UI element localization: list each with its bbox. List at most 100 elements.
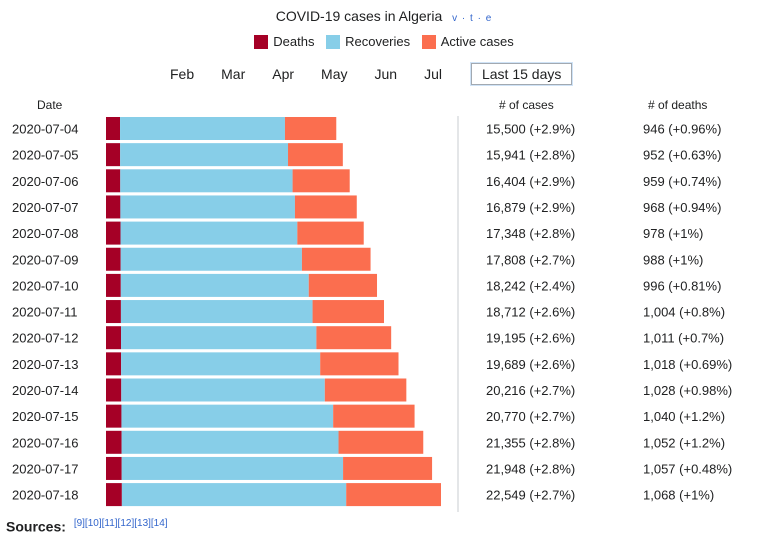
cases-value: 21,948 (+2.8%) [486, 461, 575, 476]
bar-active-cases [333, 404, 415, 428]
bar-recoveries [120, 221, 298, 245]
cases-column-header: # of cases [499, 98, 554, 112]
deaths-value: 1,011 (+0.7%) [643, 331, 724, 346]
date-label: 2020-07-10 [12, 278, 79, 293]
bar-deaths [106, 247, 121, 271]
deaths-value: 1,052 (+1.2%) [643, 435, 725, 450]
cases-value: 15,941 (+2.8%) [486, 148, 575, 163]
deaths-swatch [254, 34, 269, 49]
bar-deaths [106, 326, 122, 350]
bar-recoveries [120, 300, 313, 324]
bar-recoveries [120, 169, 293, 193]
month-selector: Feb Mar Apr May Jun Jul Last 15 days [170, 62, 573, 86]
date-label: 2020-07-17 [12, 461, 79, 476]
bar-recoveries [120, 195, 295, 219]
active-swatch [421, 34, 436, 49]
date-label: 2020-07-07 [12, 200, 79, 215]
bar-active-cases [308, 273, 378, 297]
deaths-value: 968 (+0.94%) [643, 200, 721, 215]
cases-value: 20,770 (+2.7%) [486, 409, 575, 424]
deaths-value: 952 (+0.63%) [643, 148, 721, 163]
bar-active-cases [292, 169, 350, 193]
bar-deaths [106, 404, 122, 428]
legend-deaths-label: Deaths [273, 34, 315, 49]
bar-recoveries [121, 483, 347, 507]
legend-recoveries-label: Recoveries [345, 34, 411, 49]
bar-recoveries [120, 143, 289, 167]
deaths-value: 1,028 (+0.98%) [643, 383, 732, 398]
bar-deaths [106, 352, 122, 376]
cases-value: 18,712 (+2.6%) [486, 305, 575, 320]
month-apr-button[interactable]: Apr [272, 66, 295, 82]
bar-deaths [106, 483, 122, 507]
bar-deaths [106, 378, 122, 402]
deaths-value: 1,004 (+0.8%) [643, 305, 725, 320]
date-label: 2020-07-04 [12, 122, 79, 137]
deaths-value: 996 (+0.81%) [643, 278, 721, 293]
bar-recoveries [121, 456, 344, 480]
bar-deaths [106, 143, 121, 167]
title-text: COVID-19 cases in Algeria [275, 8, 443, 24]
legend: Deaths Recoveries Active cases [0, 34, 768, 52]
legend-recoveries: Recoveries [326, 34, 410, 49]
bar-active-cases [338, 430, 424, 454]
last-15-days-button[interactable]: Last 15 days [470, 63, 573, 85]
date-label: 2020-07-08 [12, 226, 79, 241]
bar-recoveries [121, 430, 339, 454]
date-label: 2020-07-11 [12, 305, 78, 320]
date-label: 2020-07-06 [12, 174, 79, 189]
legend-active-label: Active cases [440, 34, 514, 49]
cases-value: 20,216 (+2.7%) [486, 383, 575, 398]
cases-value: 16,404 (+2.9%) [486, 174, 575, 189]
bar-active-cases [346, 483, 441, 507]
date-label: 2020-07-16 [12, 435, 79, 450]
month-jun-button[interactable]: Jun [374, 66, 398, 82]
date-label: 2020-07-15 [12, 409, 79, 424]
bar-active-cases [301, 247, 371, 271]
bar-active-cases [324, 378, 407, 402]
legend-deaths: Deaths [254, 34, 314, 49]
month-may-button[interactable]: May [321, 66, 348, 82]
date-label: 2020-07-13 [12, 357, 79, 372]
cases-value: 22,549 (+2.7%) [486, 488, 575, 503]
bar-deaths [106, 456, 122, 480]
bar-recoveries [121, 404, 334, 428]
chart-title: COVID-19 cases in Algeria v · t · e [0, 8, 768, 24]
date-label: 2020-07-18 [12, 488, 79, 503]
cases-value: 21,355 (+2.8%) [486, 435, 575, 450]
bar-active-cases [297, 221, 364, 245]
sources-refs[interactable]: [9][10][11][12][13][14] [73, 518, 168, 529]
bar-deaths [106, 195, 121, 219]
sources: Sources: [9][10][11][12][13][14] [6, 518, 168, 535]
bar-active-cases [316, 326, 392, 350]
date-label: 2020-07-05 [12, 148, 79, 163]
deaths-value: 1,057 (+0.48%) [643, 461, 732, 476]
sources-label: Sources: [6, 518, 66, 535]
bar-recoveries [120, 247, 302, 271]
bar-active-cases [343, 456, 433, 480]
cases-value: 15,500 (+2.9%) [486, 122, 575, 137]
deaths-value: 978 (+1%) [643, 226, 703, 241]
date-label: 2020-07-14 [12, 383, 79, 398]
vte-links[interactable]: v · t · e [452, 13, 493, 24]
cases-value: 17,348 (+2.8%) [486, 226, 575, 241]
deaths-value: 959 (+0.74%) [643, 174, 721, 189]
month-jul-button[interactable]: Jul [424, 66, 442, 82]
cases-value: 17,808 (+2.7%) [486, 252, 575, 267]
deaths-value: 988 (+1%) [643, 252, 703, 267]
bar-recoveries [121, 326, 317, 350]
deaths-value: 1,040 (+1.2%) [643, 409, 725, 424]
bar-deaths [106, 273, 121, 297]
recoveries-swatch [326, 34, 341, 49]
bar-recoveries [121, 352, 321, 376]
month-feb-button[interactable]: Feb [170, 66, 195, 82]
bar-deaths [106, 430, 122, 454]
deaths-value: 1,018 (+0.69%) [643, 357, 732, 372]
month-mar-button[interactable]: Mar [221, 66, 246, 82]
date-label: 2020-07-12 [12, 331, 79, 346]
bar-recoveries [121, 378, 325, 402]
cases-value: 19,689 (+2.6%) [486, 357, 575, 372]
date-label: 2020-07-09 [12, 252, 79, 267]
bar-deaths [106, 221, 121, 245]
